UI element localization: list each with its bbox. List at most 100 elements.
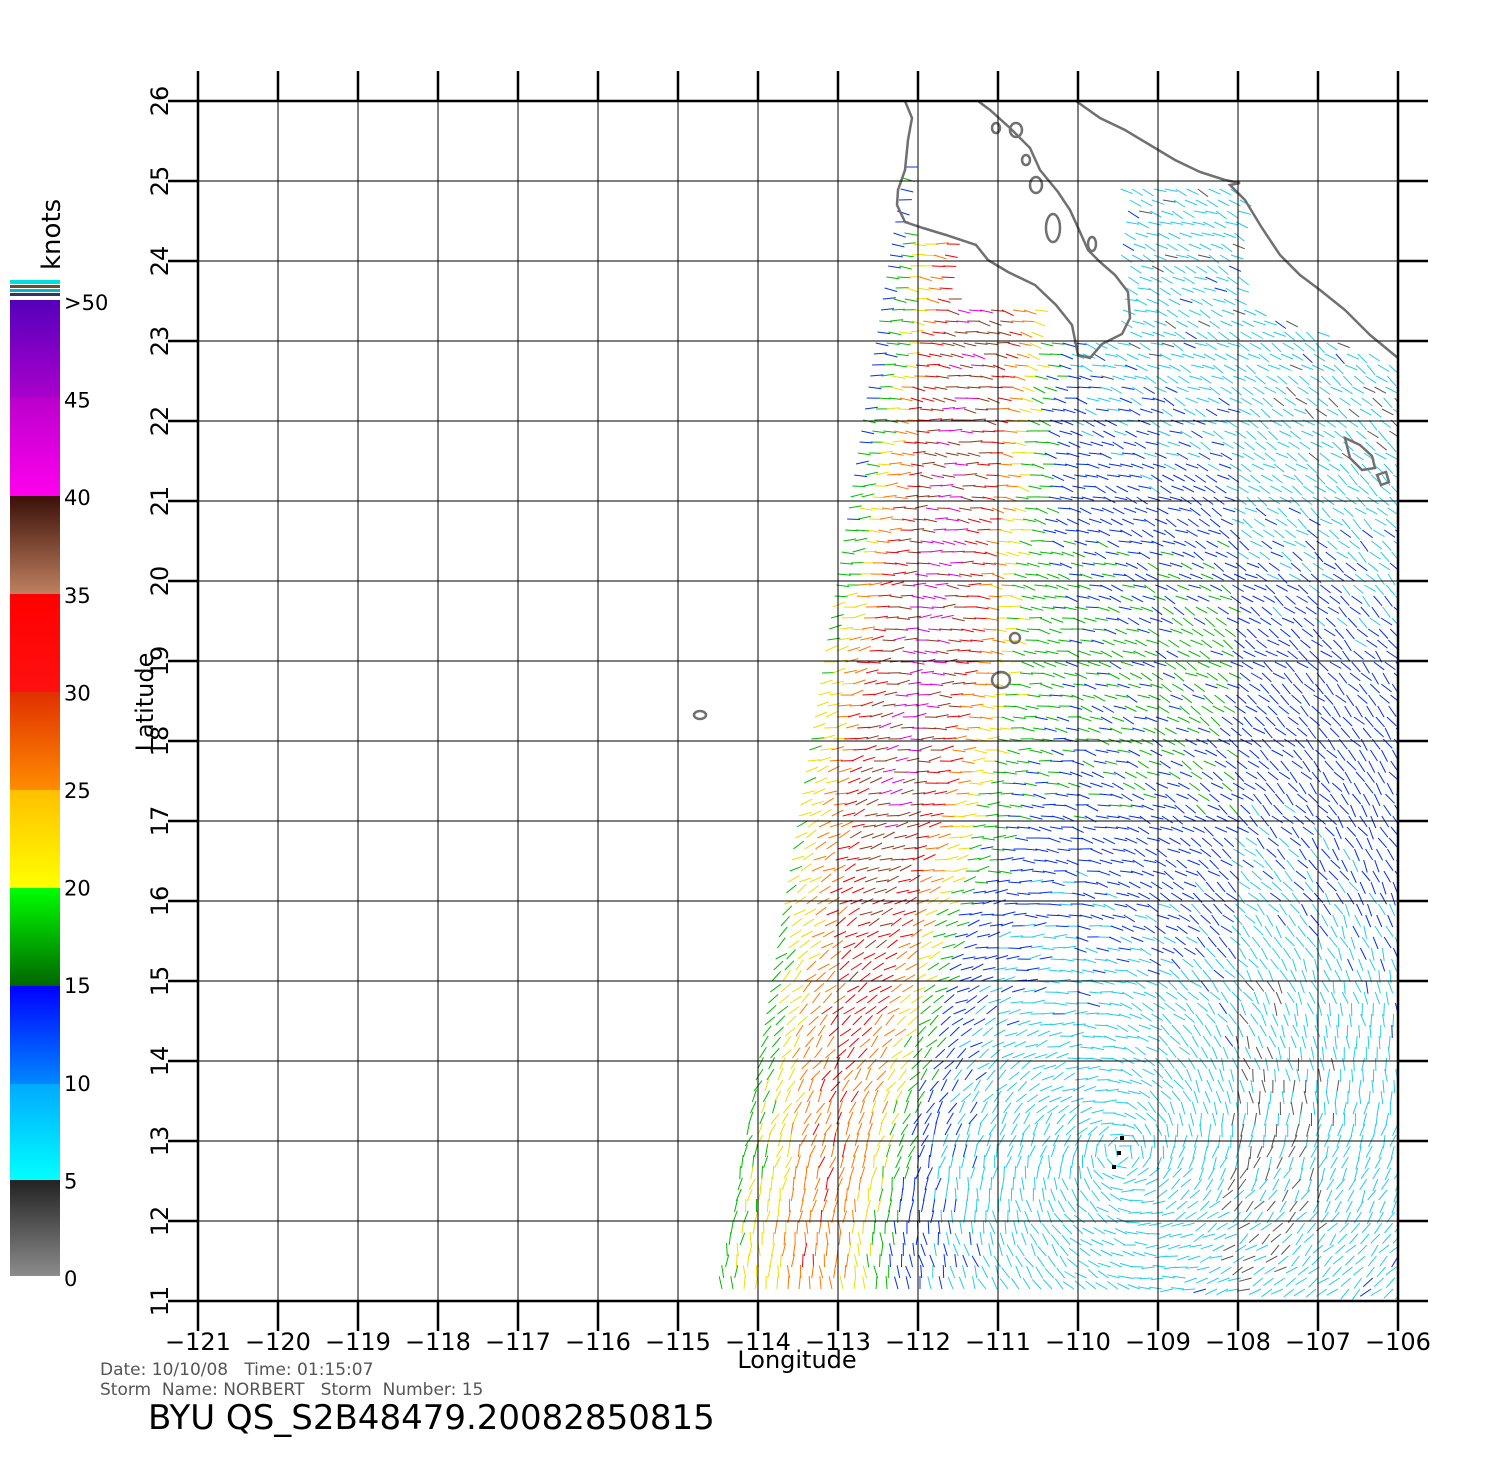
- wind-barb: [926, 639, 940, 642]
- wind-barb: [1385, 793, 1395, 804]
- wind-barb: [989, 1232, 994, 1246]
- wind-barb: [1377, 837, 1388, 849]
- wind-barb: [1012, 650, 1025, 656]
- wind-barb: [1195, 199, 1208, 207]
- wind-barb: [935, 650, 949, 655]
- wind-barb: [956, 854, 969, 861]
- wind-barb: [1234, 639, 1245, 649]
- wind-barb: [903, 910, 917, 916]
- colorbar-cap: [10, 293, 60, 296]
- wind-barb: [780, 983, 792, 993]
- wind-barb: [1332, 441, 1343, 452]
- wind-barb: [1367, 1189, 1377, 1201]
- wind-barb: [1202, 562, 1215, 570]
- wind-barb: [1200, 1244, 1214, 1250]
- wind-barb: [1325, 1090, 1330, 1104]
- wind-barb: [1185, 1211, 1197, 1220]
- wind-barb: [821, 1070, 832, 1081]
- wind-barb: [1292, 485, 1303, 496]
- wind-barb: [1233, 1046, 1241, 1059]
- wind-barb: [1194, 683, 1206, 693]
- wind-barb: [1194, 749, 1207, 755]
- wind-barb: [968, 716, 982, 719]
- wind-barb: [1318, 727, 1328, 739]
- wind-barb: [1072, 1144, 1079, 1158]
- wind-barb: [1163, 397, 1175, 407]
- wind-barb: [1401, 629, 1408, 640]
- wind-barb: [945, 920, 959, 927]
- wind-barb: [1329, 661, 1342, 669]
- wind-barb: [1189, 914, 1200, 925]
- wind-barb: [930, 877, 944, 883]
- wind-barb: [942, 672, 956, 676]
- wind-barb: [883, 430, 897, 433]
- wind-barb: [1317, 870, 1328, 881]
- wind-barb: [1231, 925, 1242, 936]
- wind-barb: [1174, 463, 1187, 471]
- colorbar-tick-label: 30: [64, 681, 91, 705]
- wind-barb: [1229, 397, 1242, 404]
- wind-barb: [1302, 353, 1313, 364]
- wind-barb: [1181, 826, 1195, 833]
- wind-barb: [1114, 496, 1128, 501]
- wind-barb: [1043, 595, 1057, 599]
- wind-barb: [1107, 540, 1120, 548]
- wind-barb: [1231, 793, 1244, 800]
- wind-barb: [892, 975, 906, 982]
- wind-barb: [794, 1166, 797, 1180]
- wind-barb: [1006, 551, 1020, 557]
- wind-barb: [1015, 562, 1029, 566]
- wind-barb: [1372, 804, 1379, 818]
- wind-barb: [1082, 1100, 1096, 1103]
- wind-barb: [1329, 595, 1341, 605]
- wind-barb: [1283, 606, 1296, 614]
- wind-barb: [1109, 1133, 1123, 1136]
- wind-barb: [1145, 980, 1159, 986]
- wind-barb: [1019, 1011, 1033, 1015]
- wind-barb: [847, 518, 861, 520]
- wind-barb: [1293, 947, 1301, 960]
- wind-barb: [1183, 749, 1195, 758]
- wind-barb: [1357, 892, 1364, 906]
- wind-barb: [864, 745, 877, 751]
- wind-barb: [1140, 672, 1152, 682]
- wind-barb: [920, 1005, 931, 1015]
- wind-barb: [1008, 540, 1022, 545]
- wind-barb: [1297, 925, 1306, 937]
- wind-barb: [1117, 1090, 1130, 1094]
- wind-barb: [1067, 650, 1080, 658]
- wind-barb: [922, 1188, 927, 1202]
- wind-barb: [1057, 507, 1071, 510]
- wind-barb: [1210, 1057, 1217, 1070]
- wind-barb: [1078, 584, 1091, 590]
- wind-barb: [813, 788, 826, 795]
- wind-barb: [1015, 1029, 1028, 1037]
- wind-barb: [898, 672, 913, 675]
- wind-barb: [1151, 1079, 1163, 1089]
- wind-barb: [951, 485, 965, 490]
- wind-barb: [1085, 1075, 1099, 1081]
- wind-barb: [970, 1166, 976, 1180]
- wind-barb: [1011, 1232, 1016, 1246]
- wind-barb: [988, 1123, 997, 1136]
- wind-barb: [881, 373, 895, 377]
- wind-barb: [1336, 958, 1343, 972]
- wind-barb: [860, 701, 874, 707]
- wind-barb: [1238, 881, 1251, 890]
- wind-barb: [1393, 606, 1398, 612]
- wind-barb: [1179, 364, 1191, 374]
- wind-barb: [1084, 342, 1097, 350]
- wind-barb: [1336, 1024, 1339, 1039]
- wind-barb: [819, 949, 830, 960]
- wind-barb: [932, 737, 946, 740]
- colorbar-tick-label: 10: [64, 1072, 91, 1096]
- wind-barb: [1402, 761, 1410, 771]
- wind-barb: [923, 984, 936, 993]
- wind-barb: [1121, 518, 1135, 525]
- wind-barb: [801, 1123, 810, 1136]
- wind-barb: [1188, 650, 1201, 658]
- wind-barb: [1249, 408, 1261, 418]
- wind-barb: [1319, 925, 1329, 937]
- wind-barb: [1078, 1117, 1091, 1125]
- wind-barb: [1193, 1090, 1199, 1104]
